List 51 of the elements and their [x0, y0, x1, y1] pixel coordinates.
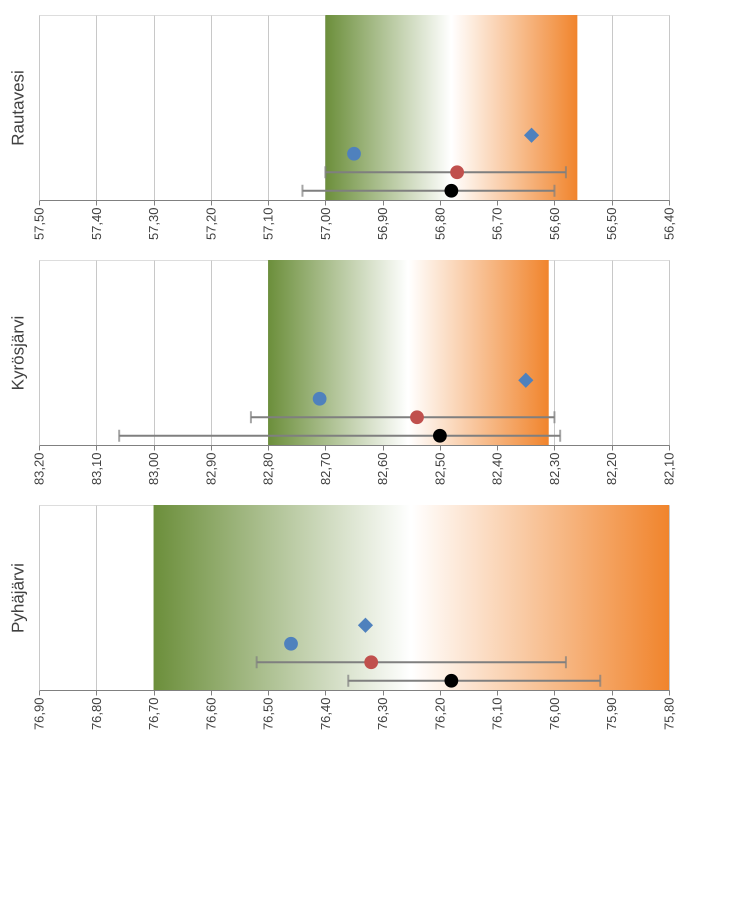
y-axis-title: Kyrösjärvi: [8, 316, 28, 390]
x-tick-label: 82,90: [203, 452, 218, 486]
x-tick-label: 82,60: [375, 452, 390, 486]
x-tick-label: 75,80: [662, 698, 676, 730]
x-tick-label: 57,40: [88, 208, 104, 240]
x-tick-label: 82,40: [490, 452, 505, 486]
x-tick-label: 57,50: [32, 208, 46, 240]
x-tick-label: 83,20: [32, 452, 46, 486]
point: [444, 674, 458, 688]
point: [364, 655, 378, 670]
point: [312, 392, 327, 406]
x-tick-label: 76,30: [375, 698, 390, 730]
x-tick-label: 56,50: [604, 208, 620, 240]
x-tick-label: 82,10: [662, 452, 676, 486]
point: [444, 184, 458, 198]
x-tick-label: 82,20: [604, 452, 620, 486]
point: [518, 372, 534, 388]
point: [450, 165, 464, 180]
x-tick-label: 57,00: [318, 208, 333, 240]
x-tick-label: 76,80: [88, 698, 104, 730]
x-tick-label: 76,40: [318, 698, 333, 730]
x-tick-label: 83,10: [88, 452, 104, 486]
x-tick-label: 76,60: [203, 698, 218, 730]
x-tick-label: 82,50: [432, 452, 448, 486]
x-tick-label: 56,90: [375, 208, 390, 240]
x-tick-label: 83,00: [146, 452, 162, 486]
y-axis-title: Pyhäjärvi: [8, 563, 28, 633]
x-tick-label: 82,70: [318, 452, 333, 486]
y-axis-title: Rautavesi: [8, 70, 28, 146]
x-tick-label: 57,10: [260, 208, 276, 240]
x-tick-label: 82,80: [260, 452, 276, 486]
x-tick-label: 76,90: [32, 698, 46, 730]
x-tick-label: 76,20: [432, 698, 448, 730]
point: [410, 410, 424, 424]
point: [284, 636, 298, 651]
x-tick-label: 75,90: [604, 698, 620, 730]
x-tick-label: 76,70: [146, 698, 162, 730]
point: [433, 428, 447, 443]
x-tick-label: 56,70: [490, 208, 505, 240]
x-tick-label: 76,00: [546, 698, 562, 730]
x-tick-label: 76,50: [260, 698, 276, 730]
x-tick-label: 57,30: [146, 208, 162, 240]
x-tick-label: 56,80: [432, 208, 448, 240]
x-tick-label: 56,60: [546, 208, 562, 240]
x-tick-label: 82,30: [546, 452, 562, 486]
x-tick-label: 76,10: [490, 698, 505, 730]
point: [524, 128, 540, 143]
point: [347, 146, 361, 161]
point: [358, 618, 374, 633]
x-tick-label: 57,20: [203, 208, 218, 240]
x-tick-label: 56,40: [662, 208, 676, 240]
